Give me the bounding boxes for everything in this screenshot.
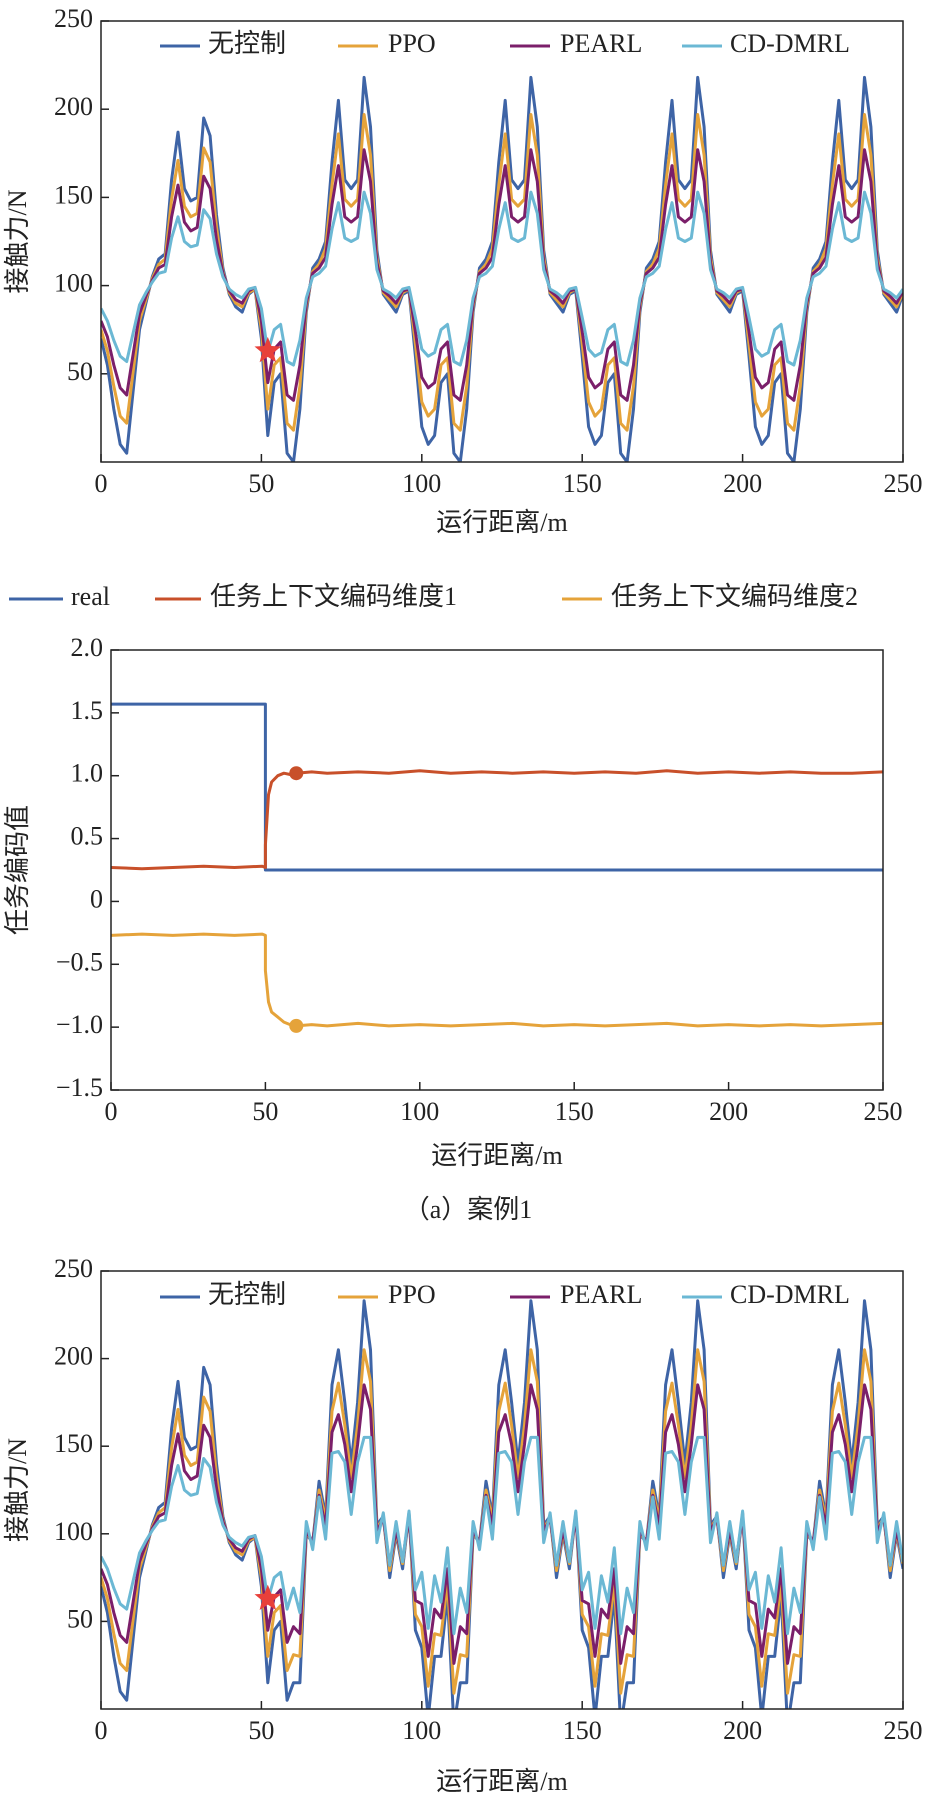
series-line — [101, 1299, 903, 1709]
legend-label: 无控制 — [208, 1280, 286, 1309]
x-tick-label: 200 — [709, 1097, 748, 1126]
legend-label: PEARL — [560, 29, 642, 58]
plot-area — [101, 75, 903, 462]
x-tick-label: 100 — [402, 1716, 441, 1745]
series-line — [101, 1435, 903, 1636]
x-axis-label: 运行距离/m — [431, 1141, 562, 1170]
legend-label: real — [71, 582, 110, 611]
x-tick-label: 0 — [95, 469, 108, 498]
y-tick-label: 50 — [67, 1604, 93, 1633]
caption: （a）案例1 — [404, 1195, 533, 1224]
y-tick-label: 250 — [54, 4, 93, 33]
y-axis-label: 任务编码值 — [3, 805, 32, 935]
y-tick-label: 100 — [54, 269, 93, 298]
y-tick-label: 200 — [54, 1342, 93, 1371]
x-tick-label: 200 — [723, 469, 762, 498]
plot-area — [111, 702, 883, 1028]
series-line — [101, 1383, 903, 1665]
plot-frame — [100, 1270, 904, 1710]
series-line — [111, 769, 883, 871]
y-axis-label: 接触力/N — [3, 1438, 32, 1542]
y-tick-label: −0.5 — [56, 947, 103, 976]
y-tick-label: 50 — [67, 357, 93, 386]
legend-label: PPO — [388, 1280, 436, 1309]
legend-label: PPO — [388, 29, 436, 58]
legend-label: PEARL — [560, 1280, 642, 1309]
y-tick-label: 0.5 — [71, 822, 104, 851]
plot-frame — [100, 20, 904, 463]
plot-area — [101, 1299, 903, 1709]
y-tick-label: −1.5 — [56, 1073, 103, 1102]
legend-label: CD-DMRL — [730, 1280, 850, 1309]
star-marker — [254, 1584, 282, 1610]
x-tick-label: 250 — [884, 469, 923, 498]
x-tick-label: 100 — [400, 1097, 439, 1126]
y-tick-label: 100 — [54, 1517, 93, 1546]
point-marker — [289, 1018, 304, 1033]
y-tick-label: 250 — [54, 1254, 93, 1283]
series-line — [111, 932, 883, 1028]
x-tick-label: 50 — [248, 469, 274, 498]
point-marker — [289, 766, 304, 781]
x-tick-label: 50 — [248, 1716, 274, 1745]
series-line — [101, 75, 903, 462]
x-tick-label: 50 — [252, 1097, 278, 1126]
y-tick-label: 150 — [54, 1429, 93, 1458]
y-axis-label: 接触力/N — [3, 189, 32, 293]
x-tick-label: 100 — [402, 469, 441, 498]
x-tick-label: 150 — [563, 469, 602, 498]
legend-label: 无控制 — [208, 29, 286, 58]
series-line — [101, 190, 903, 367]
x-tick-label: 250 — [884, 1716, 923, 1745]
x-tick-label: 150 — [555, 1097, 594, 1126]
legend-label: 任务上下文编码维度2 — [611, 582, 858, 611]
y-tick-label: 1.5 — [71, 696, 104, 725]
series-line — [101, 148, 903, 402]
x-tick-label: 250 — [864, 1097, 903, 1126]
x-axis-label: 运行距离/m — [436, 1767, 567, 1796]
y-tick-label: 1.0 — [71, 759, 104, 788]
y-tick-label: 150 — [54, 180, 93, 209]
y-tick-label: 200 — [54, 92, 93, 121]
y-tick-label: −1.0 — [56, 1010, 103, 1039]
legend-label: CD-DMRL — [730, 29, 850, 58]
plot-frame — [110, 649, 884, 1091]
legend-label: 任务上下文编码维度1 — [210, 582, 457, 611]
series-line — [111, 702, 883, 872]
y-tick-label: 0 — [90, 884, 103, 913]
x-tick-label: 150 — [563, 1716, 602, 1745]
y-tick-label: 2.0 — [71, 633, 104, 662]
series-line — [101, 1348, 903, 1695]
x-tick-label: 200 — [723, 1716, 762, 1745]
x-tick-label: 0 — [95, 1716, 108, 1745]
x-tick-label: 0 — [105, 1097, 118, 1126]
series-line — [101, 113, 903, 432]
star-marker — [254, 336, 282, 363]
x-axis-label: 运行距离/m — [436, 508, 567, 537]
